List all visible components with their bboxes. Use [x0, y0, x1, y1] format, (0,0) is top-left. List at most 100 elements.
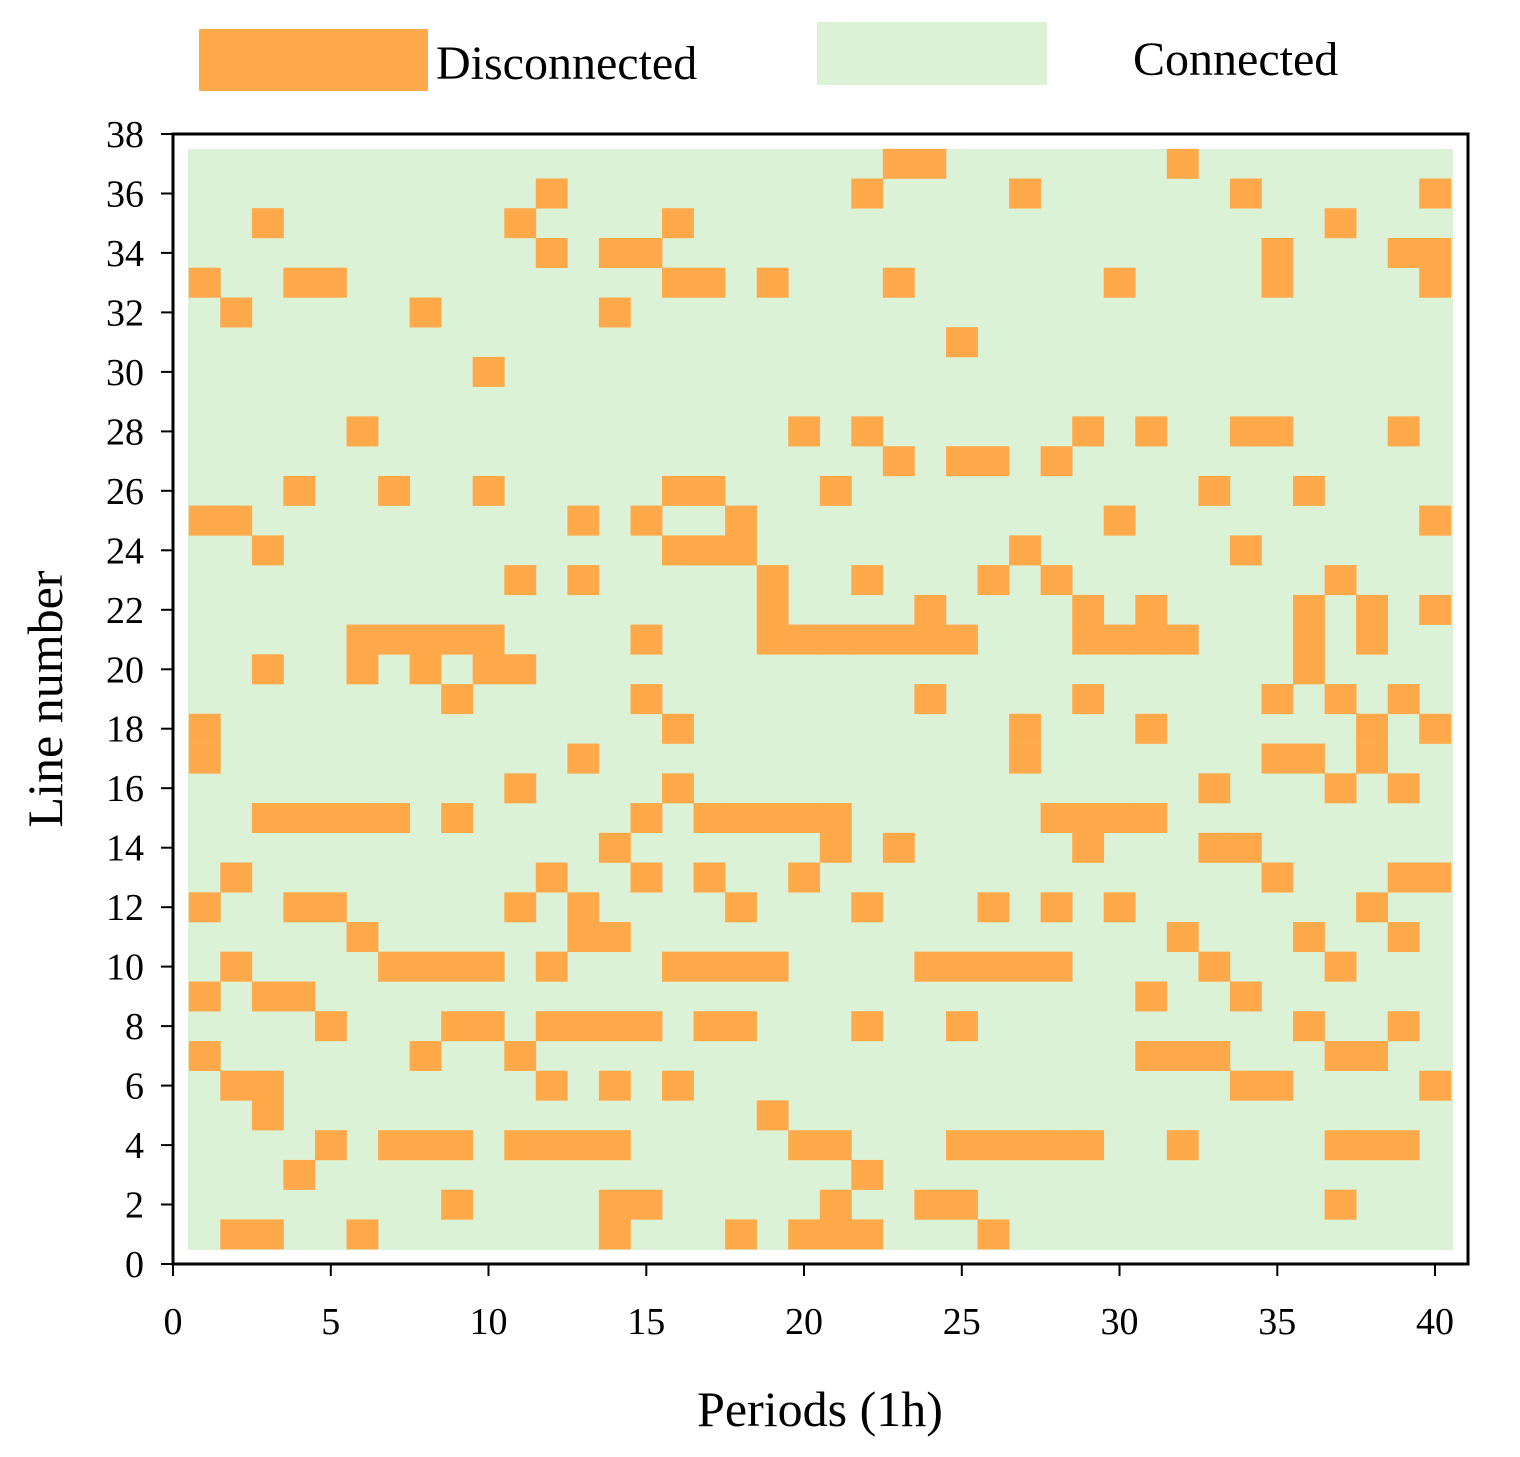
disconnected-cell-line-4-period-7	[378, 1130, 410, 1161]
disconnected-cell-line-15-period-15	[630, 803, 663, 833]
disconnected-cell-line-8-period-18	[725, 1011, 757, 1042]
disconnected-cell-line-20-period-36	[1293, 654, 1325, 685]
disconnected-cell-line-6-period-34	[1229, 1070, 1262, 1101]
disconnected-cell-line-18-period-1	[188, 713, 221, 744]
disconnected-cell-line-22-period-24	[914, 594, 947, 625]
disconnected-cell-line-26-period-21	[819, 475, 852, 506]
disconnected-cell-line-33-period-17	[693, 267, 726, 298]
disconnected-cell-line-7-period-8	[409, 1041, 442, 1071]
disconnected-cell-line-37-period-23	[882, 148, 915, 179]
legend-swatch-connected	[817, 22, 1047, 85]
disconnected-cell-line-9-period-34	[1229, 981, 1262, 1012]
disconnected-cell-line-16-period-11	[504, 773, 537, 804]
disconnected-cell-line-10-period-16	[662, 951, 694, 982]
disconnected-cell-line-8-period-9	[441, 1011, 474, 1042]
disconnected-cell-line-18-period-40	[1419, 713, 1452, 744]
disconnected-cell-line-30-period-10	[472, 356, 505, 387]
disconnected-cell-line-4-period-20	[788, 1130, 821, 1161]
y-tick-label-0: 0	[125, 1244, 144, 1286]
disconnected-cell-line-23-period-19	[756, 565, 789, 596]
disconnected-cell-line-35-period-16	[662, 208, 694, 239]
disconnected-cell-line-27-period-23	[882, 446, 915, 477]
disconnected-cell-line-14-period-23	[882, 832, 915, 863]
disconnected-cell-line-26-period-7	[378, 475, 410, 506]
y-tick-38: 38	[106, 114, 173, 156]
y-tick-label-38: 38	[106, 114, 144, 156]
disconnected-cell-line-12-period-4	[283, 892, 316, 923]
disconnected-cell-line-21-period-8	[409, 624, 442, 655]
disconnected-cell-line-1-period-18	[725, 1219, 757, 1250]
disconnected-cell-line-33-period-30	[1103, 267, 1136, 298]
disconnected-cell-line-34-period-39	[1387, 238, 1420, 268]
disconnected-cell-line-17-period-38	[1356, 743, 1388, 774]
disconnected-cell-line-19-period-9	[441, 684, 474, 715]
disconnected-cell-line-25-period-1	[188, 505, 221, 536]
disconnected-cell-line-7-period-37	[1324, 1041, 1357, 1071]
disconnected-cell-line-33-period-16	[662, 267, 694, 298]
disconnected-cell-line-10-period-18	[725, 951, 757, 982]
disconnected-cell-line-8-period-15	[630, 1011, 663, 1042]
disconnected-cell-line-22-period-29	[1072, 594, 1105, 625]
disconnected-cell-line-7-period-38	[1356, 1041, 1388, 1071]
x-axis: 0 5 10 15 20 25 30 35 40 Periods (1h)	[164, 1264, 1454, 1437]
disconnected-cell-line-15-period-20	[788, 803, 821, 833]
x-tick-5: 5	[321, 1264, 340, 1343]
y-tick-label-14: 14	[106, 828, 144, 870]
disconnected-cell-line-21-period-32	[1166, 624, 1199, 655]
disconnected-cell-line-34-period-12	[535, 238, 568, 268]
disconnected-cell-line-4-period-32	[1166, 1130, 1199, 1161]
disconnected-cell-line-4-period-14	[598, 1130, 631, 1161]
disconnected-cell-line-37-period-32	[1166, 148, 1199, 179]
disconnected-cell-line-21-period-15	[630, 624, 663, 655]
disconnected-cell-line-28-period-22	[851, 416, 884, 447]
disconnected-cell-line-19-period-15	[630, 684, 663, 715]
disconnected-cell-line-21-period-23	[882, 624, 915, 655]
disconnected-cell-line-6-period-16	[662, 1070, 694, 1101]
disconnected-cell-line-28-period-39	[1387, 416, 1420, 447]
disconnected-cell-line-28-period-29	[1072, 416, 1105, 447]
disconnected-cell-line-18-period-27	[1009, 713, 1041, 744]
disconnected-cell-line-9-period-31	[1135, 981, 1168, 1012]
disconnected-cell-line-13-period-2	[220, 862, 253, 893]
disconnected-cell-line-14-period-14	[598, 832, 631, 863]
disconnected-cell-line-33-period-4	[283, 267, 316, 298]
disconnected-cell-line-25-period-15	[630, 505, 663, 536]
y-tick-label-34: 34	[106, 233, 144, 275]
plot-frame	[171, 132, 1470, 1266]
disconnected-cell-line-3-period-22	[851, 1159, 884, 1190]
y-tick-36: 36	[106, 174, 173, 216]
y-tick-label-26: 26	[106, 471, 144, 513]
disconnected-cell-line-4-period-13	[567, 1130, 600, 1161]
disconnected-cell-line-11-period-13	[567, 922, 600, 952]
disconnected-cell-line-33-period-1	[188, 267, 221, 298]
disconnected-cell-line-15-period-9	[441, 803, 474, 833]
disconnected-cell-line-16-period-33	[1198, 773, 1231, 804]
x-tick-0: 0	[164, 1264, 183, 1343]
disconnected-cell-line-12-period-28	[1040, 892, 1073, 923]
y-tick-label-18: 18	[106, 709, 144, 751]
y-tick-6: 6	[125, 1066, 173, 1108]
disconnected-cell-line-10-period-19	[756, 951, 789, 982]
disconnected-cell-line-13-period-12	[535, 862, 568, 893]
y-tick-label-32: 32	[106, 292, 144, 334]
disconnected-cell-line-28-period-31	[1135, 416, 1168, 447]
disconnected-cell-line-32-period-2	[220, 297, 253, 328]
x-tick-label-5: 5	[321, 1301, 340, 1343]
x-tick-label-25: 25	[943, 1301, 981, 1343]
disconnected-cell-line-10-period-26	[977, 951, 1010, 982]
disconnected-cell-line-17-period-27	[1009, 743, 1041, 774]
disconnected-cell-line-4-period-39	[1387, 1130, 1420, 1161]
y-tick-label-4: 4	[125, 1125, 144, 1167]
legend-swatch-disconnected	[199, 29, 428, 91]
disconnected-cell-line-15-period-3	[251, 803, 284, 833]
disconnected-cell-line-21-period-22	[851, 624, 884, 655]
disconnected-cell-line-25-period-2	[220, 505, 253, 536]
x-tick-40: 40	[1416, 1264, 1454, 1343]
disconnected-cell-line-20-period-6	[346, 654, 379, 685]
disconnected-cell-line-12-period-11	[504, 892, 537, 923]
disconnected-cell-line-4-period-11	[504, 1130, 537, 1161]
disconnected-cell-line-1-period-26	[977, 1219, 1010, 1250]
disconnected-cell-line-21-period-25	[946, 624, 978, 655]
disconnected-cell-line-36-period-22	[851, 178, 884, 209]
disconnected-cell-line-19-period-39	[1387, 684, 1420, 715]
